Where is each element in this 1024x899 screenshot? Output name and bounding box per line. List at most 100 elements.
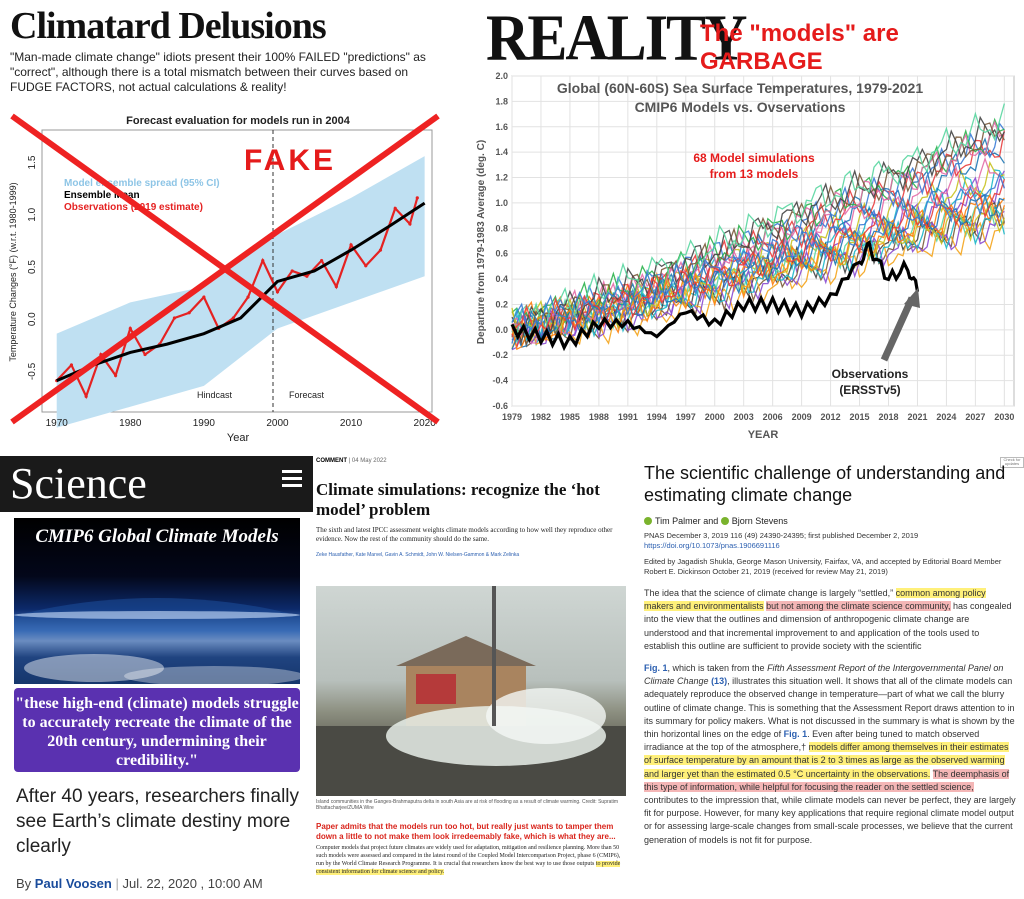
observation-point xyxy=(202,295,206,299)
sst-y-tick: -0.4 xyxy=(492,376,508,386)
pnas-citation: PNAS December 3, 2019 116 (49) 24390-243… xyxy=(644,531,919,540)
forecast-y-tick: -0.5 xyxy=(27,362,38,380)
observation-point xyxy=(246,295,250,299)
forecast-x-axis-label: Year xyxy=(227,432,250,444)
legend-observations: Observations (2019 estimate) xyxy=(64,202,203,213)
orcid-icon[interactable] xyxy=(720,517,729,525)
fig1-link[interactable]: Fig. 1 xyxy=(644,663,668,674)
science-headline[interactable]: After 40 years, researchers finally see … xyxy=(16,786,300,857)
red-annotation: Paper admits that the models run too hot… xyxy=(316,822,616,841)
sst-x-tick: 2003 xyxy=(734,412,754,422)
sst-x-tick: 1982 xyxy=(531,412,551,422)
p1-text-a: The idea that the science of climate cha… xyxy=(644,588,896,598)
sst-x-tick: 2024 xyxy=(936,412,956,422)
reality-headline: REALITY xyxy=(486,1,747,74)
model-simulation-line xyxy=(511,205,1005,342)
science-header-bar xyxy=(0,456,313,512)
sst-y-tick: 0.4 xyxy=(495,274,508,284)
nature-title: Climate simulations: recognize the ‘hot … xyxy=(316,480,600,519)
p2-text-c: . Even after being tuned to match observ… xyxy=(644,729,980,753)
fake-stamp: FAKE xyxy=(244,144,336,177)
forecast-x-tick: 2010 xyxy=(340,418,363,429)
models-note-1: 68 Model simulations xyxy=(693,151,815,165)
pnas-doi-link[interactable]: https://doi.org/10.1073/pnas.1906691116 xyxy=(644,541,780,550)
forecast-y-tick: 0.5 xyxy=(27,260,38,274)
pnas-paragraph-2: Fig. 1, which is taken from the Fifth As… xyxy=(644,662,1016,847)
byline-author[interactable]: Paul Voosen xyxy=(34,876,112,891)
sst-chart-subtitle: CMIP6 Models vs. Ovservations xyxy=(635,99,846,115)
byline-by: By xyxy=(16,876,32,891)
forecast-series xyxy=(55,196,426,400)
pnas-title: The scientific challenge of understandin… xyxy=(644,463,1006,505)
observation-point xyxy=(275,290,280,294)
sst-x-tick: 2015 xyxy=(850,412,870,422)
sst-y-tick: 0.6 xyxy=(495,249,508,259)
forecast-chart: Forecast evaluation for models run in 20… xyxy=(8,113,440,444)
sst-y-tick: 1.6 xyxy=(495,122,508,132)
pnas-authors: Tim Palmer and Bjorn Stevens xyxy=(644,516,1016,526)
ensemble-mean-line xyxy=(56,201,426,383)
nature-date: 04 May 2022 xyxy=(351,458,387,464)
sst-x-tick: 1985 xyxy=(560,412,580,422)
legend-ensemble-mean: Ensemble Mean xyxy=(64,190,140,201)
nature-kicker: COMMENT xyxy=(316,458,347,464)
ensemble-spread-area xyxy=(56,156,425,428)
forecast-y-tick: 1.0 xyxy=(27,207,38,221)
observations-line xyxy=(55,197,419,400)
observation-point xyxy=(290,269,294,273)
flood-scene-icon xyxy=(316,586,626,796)
fig1-link-2[interactable]: Fig. 1 xyxy=(783,729,808,740)
observation-point xyxy=(187,311,191,315)
forecast-ensemble-band xyxy=(56,156,425,428)
hindcast-label: Hindcast xyxy=(197,390,233,400)
pnas-author-2[interactable]: Bjorn Stevens xyxy=(731,516,788,526)
pnas-and: and xyxy=(703,516,719,526)
observation-point xyxy=(349,243,353,247)
nature-authors[interactable]: Zeke Hausfather, Kate Marvel, Gavin A. S… xyxy=(316,552,520,558)
forecast-x-ticks: 1970 1980 1990 2000 2010 2020 xyxy=(46,418,437,429)
sst-x-ticks: 1979 1982 1985 1988 1991 1994 1997 2000 2003 2006… xyxy=(502,412,1014,422)
forecast-chart-title: Forecast evaluation for models run in 20… xyxy=(126,115,351,127)
sst-x-tick: 2018 xyxy=(878,412,898,422)
p2-text-a: , which is taken from the xyxy=(667,663,768,674)
nature-body: Computer models that project future clim… xyxy=(316,844,626,876)
nature-dek: The sixth and latest IPCC assessment wei… xyxy=(316,526,613,543)
science-byline: By Paul Voosen | Jul. 22, 2020 , 10:00 A… xyxy=(16,876,263,891)
sst-y-axis-label: Departure from 1979-1983 Average (deg. C… xyxy=(476,140,487,344)
nature-meta: COMMENT | 04 May 2022 xyxy=(316,458,387,464)
observation-label-1: Observations xyxy=(832,367,909,381)
p1-highlight-2: but not among the climate science commun… xyxy=(766,601,951,612)
observation-point xyxy=(305,274,309,278)
sst-x-tick: 2000 xyxy=(705,412,725,422)
sst-x-tick: 2027 xyxy=(965,412,985,422)
sst-y-tick: 2.0 xyxy=(495,71,508,81)
sst-x-tick: 2012 xyxy=(821,412,841,422)
forecast-x-tick: 1990 xyxy=(193,418,216,429)
sst-observation-line xyxy=(510,240,920,352)
red-x-cross-b xyxy=(10,113,440,425)
ref-13-link[interactable]: (13) xyxy=(711,676,728,687)
observation-point xyxy=(143,352,147,357)
forecast-x-tick: 2000 xyxy=(266,418,289,429)
byline-date: Jul. 22, 2020 , 10:00 AM xyxy=(122,876,263,891)
forecast-legend: Model ensemble spread (95% CI) Ensemble … xyxy=(64,178,220,213)
sst-chart-title: Global (60N-60S) Sea Surface Temperature… xyxy=(557,80,923,96)
p2-italic: Fifth Assessment Report of the Intergove… xyxy=(644,663,1004,687)
forecast-y-ticks: -0.5 0.0 0.5 1.0 1.5 xyxy=(27,155,38,380)
pnas-author-1[interactable]: Tim Palmer xyxy=(655,516,701,526)
sst-x-tick: 1994 xyxy=(647,412,667,422)
sst-x-tick: 2030 xyxy=(994,412,1014,422)
models-note-2: from 13 models xyxy=(710,167,799,181)
menu-icon[interactable] xyxy=(282,470,302,488)
observation-label-2: (ERSSTv5) xyxy=(839,383,900,397)
model-simulation-line xyxy=(511,193,1005,350)
sst-x-tick: 1997 xyxy=(676,412,696,422)
observation-point xyxy=(320,258,324,263)
forecast-y-tick: 1.5 xyxy=(27,155,38,169)
science-logo[interactable]: Science xyxy=(10,459,147,508)
sst-chart: 1979 1982 1985 1988 1991 1994 1997 2000 2003 2006… xyxy=(476,71,1015,441)
orcid-icon[interactable] xyxy=(644,517,652,525)
forecast-y-axis-label: Temperature Changes (°F) (w.r.t. 1980-19… xyxy=(8,182,18,361)
p1-text-b: has congealed into the view that the out… xyxy=(644,601,1012,651)
sst-x-axis-label: YEAR xyxy=(748,429,779,441)
